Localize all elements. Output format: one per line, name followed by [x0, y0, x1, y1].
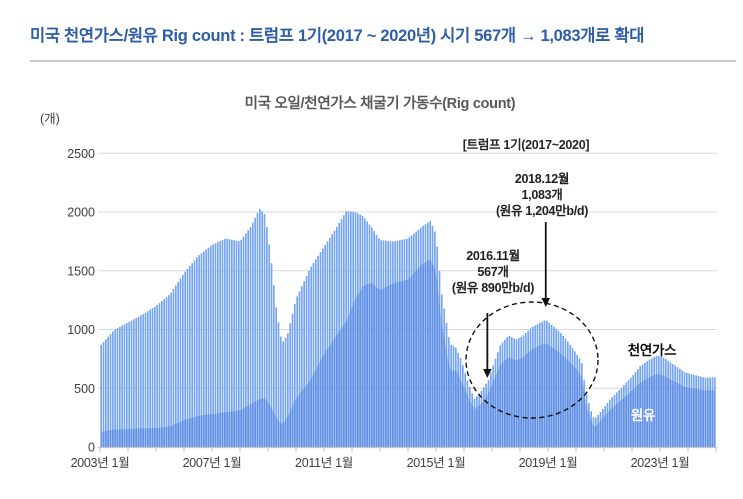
- svg-text:2015년 1월: 2015년 1월: [407, 456, 466, 470]
- dip-annotation-value: 567개: [477, 265, 509, 279]
- svg-text:2011년 1월: 2011년 1월: [295, 456, 353, 470]
- dip-annotation-date: 2016.11월: [466, 249, 520, 263]
- trump-period-annotation: [트럼프 1기(2017~2020]: [462, 138, 590, 152]
- dip-annotation-oil-output: (원유 890만b/d): [451, 281, 535, 295]
- dip-2016-annotation: 2016.11월 567개 (원유 890만b/d): [393, 248, 593, 296]
- peak-annotation-oil-output: (원유 1,204만b/d): [495, 204, 589, 218]
- chart-title: 미국 오일/천연가스 채굴기 가동수(Rig count): [244, 96, 516, 112]
- svg-text:1500: 1500: [67, 264, 95, 278]
- peak-2018-annotation: 2018.12월 1,083개 (원유 1,204만b/d): [442, 171, 642, 219]
- svg-text:0: 0: [88, 441, 95, 455]
- svg-text:2000: 2000: [67, 206, 95, 220]
- svg-text:2003년 1월: 2003년 1월: [71, 456, 130, 470]
- peak-annotation-value: 1,083개: [521, 188, 563, 202]
- svg-text:1000: 1000: [67, 323, 95, 337]
- svg-text:500: 500: [74, 382, 95, 396]
- svg-text:2023년 1월: 2023년 1월: [631, 456, 690, 470]
- header-divider: [30, 60, 736, 62]
- y-axis-unit-label: (개): [40, 112, 60, 126]
- svg-text:2500: 2500: [67, 147, 95, 161]
- gas-series-label: 천연가스: [627, 343, 677, 358]
- svg-text:2007년 1월: 2007년 1월: [183, 456, 242, 470]
- oil-series-label: 원유: [630, 408, 656, 423]
- svg-text:2019년 1월: 2019년 1월: [519, 456, 578, 470]
- peak-annotation-date: 2018.12월: [514, 172, 570, 186]
- report-headline: 미국 천연가스/원유 Rig count : 트럼프 1기(2017 ~ 202…: [30, 27, 645, 45]
